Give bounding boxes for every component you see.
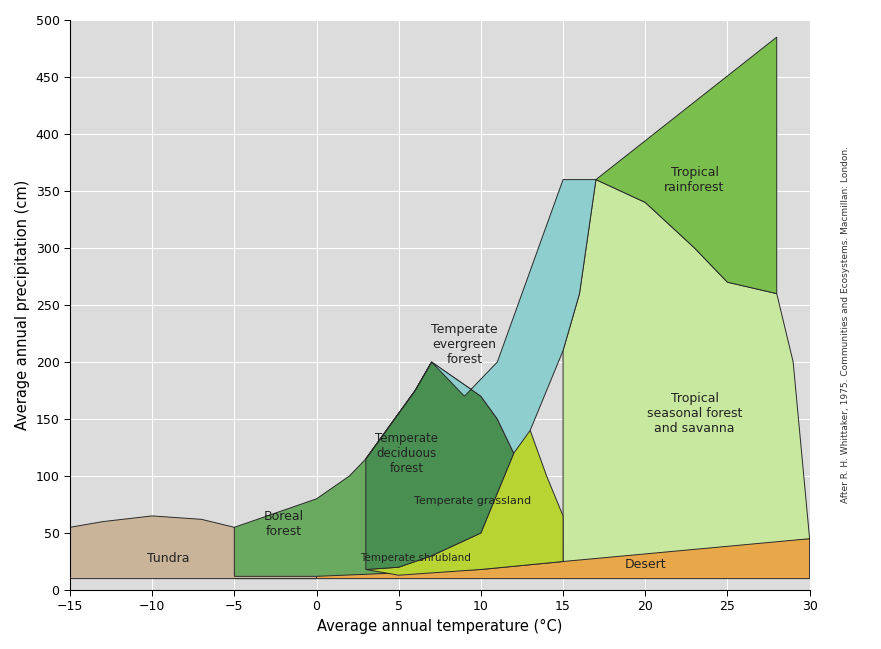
Polygon shape — [366, 396, 563, 575]
Text: Temperate
evergreen
forest: Temperate evergreen forest — [431, 323, 498, 367]
Polygon shape — [234, 539, 810, 579]
Y-axis label: Average annual precipitation (cm): Average annual precipitation (cm) — [15, 180, 30, 430]
Text: Temperate shrubland: Temperate shrubland — [359, 553, 470, 563]
Text: Boreal
forest: Boreal forest — [263, 510, 304, 538]
Text: Tropical
seasonal forest
and savanna: Tropical seasonal forest and savanna — [647, 392, 742, 435]
Polygon shape — [234, 413, 399, 576]
Polygon shape — [366, 180, 596, 459]
Text: After R. H. Whittaker, 1975. Communities and Ecosystems. Macmillan: London.: After R. H. Whittaker, 1975. Communities… — [841, 146, 850, 503]
Polygon shape — [234, 550, 563, 576]
Polygon shape — [563, 180, 810, 561]
Text: Temperate
deciduous
forest: Temperate deciduous forest — [375, 432, 439, 474]
Text: Tropical
rainforest: Tropical rainforest — [664, 165, 725, 193]
Polygon shape — [596, 37, 777, 293]
X-axis label: Average annual temperature (°C): Average annual temperature (°C) — [317, 619, 562, 634]
Text: Temperate grassland: Temperate grassland — [414, 496, 531, 506]
Text: Desert: Desert — [625, 558, 666, 571]
Polygon shape — [366, 362, 514, 569]
Polygon shape — [70, 516, 316, 579]
Text: Tundra: Tundra — [147, 552, 189, 565]
